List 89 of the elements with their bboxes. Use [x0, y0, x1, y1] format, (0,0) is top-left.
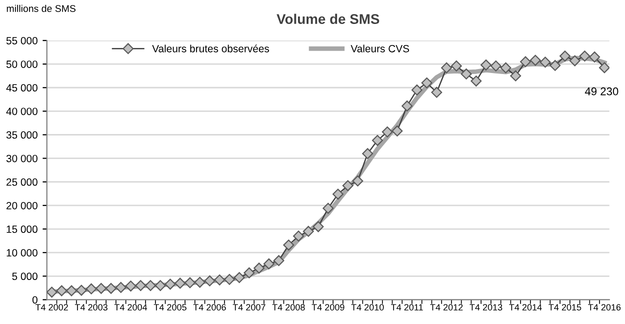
- x-tick-label: T4 2010: [351, 304, 384, 310]
- y-tick-label: 25 000: [6, 178, 38, 186]
- y-tick-label: 15 000: [6, 226, 38, 233]
- x-tick-label: T4 2012: [430, 304, 463, 310]
- point: [96, 282, 107, 294]
- annotation: 49 230: [584, 87, 618, 96]
- y-tick-label: 40 000: [6, 108, 38, 116]
- point: [322, 202, 334, 214]
- x-tick-label: T4 2014: [509, 304, 542, 310]
- point: [86, 283, 97, 294]
- x-tick-label: T4 2007: [232, 304, 266, 310]
- point: [263, 258, 274, 270]
- point: [490, 60, 502, 72]
- point: [204, 275, 216, 286]
- point: [145, 280, 156, 292]
- x-tick-label: T4 2005: [154, 304, 186, 310]
- point: [500, 62, 512, 74]
- point: [342, 180, 354, 192]
- point: [431, 86, 442, 98]
- point: [550, 60, 561, 71]
- point: [480, 60, 492, 70]
- point: [184, 277, 196, 288]
- x-tick-label: T4 2013: [470, 304, 502, 310]
- point: [589, 52, 600, 62]
- point: [115, 282, 126, 293]
- x-tick-label: T4 2004: [114, 304, 148, 310]
- point: [106, 282, 116, 294]
- point: [530, 54, 541, 66]
- legend-label: Valeurs CVS: [350, 44, 410, 52]
- point: [421, 77, 432, 88]
- x-tick-label: T4 2006: [193, 304, 226, 310]
- point: [312, 221, 324, 232]
- point: [174, 278, 186, 289]
- point: [283, 240, 294, 250]
- y-tick-label: 30 000: [6, 154, 38, 162]
- point: [579, 50, 590, 62]
- y-tick-label: 0: [32, 296, 38, 304]
- point: [214, 274, 226, 286]
- x-tick-label: T4 2015: [548, 304, 582, 310]
- y-tick-label: 35 000: [6, 131, 38, 139]
- point: [362, 148, 374, 160]
- x-tick-label: T4 2011: [391, 304, 423, 310]
- point: [411, 84, 422, 96]
- point: [392, 126, 403, 136]
- point: [164, 278, 176, 290]
- legend-label: Valeurs brutes observées: [152, 44, 270, 52]
- point: [56, 285, 68, 296]
- point: [510, 70, 522, 82]
- point: [598, 62, 610, 74]
- y-tick-label: 45 000: [6, 84, 38, 92]
- point: [66, 285, 78, 296]
- point: [382, 126, 393, 138]
- point: [135, 280, 146, 292]
- point: [352, 175, 364, 186]
- point: [372, 134, 383, 146]
- point: [154, 280, 166, 292]
- point: [569, 55, 580, 66]
- y-tick-label: 10 000: [6, 249, 38, 256]
- y-tick-label: 55 000: [6, 37, 38, 44]
- point: [293, 230, 304, 242]
- y-tick-label: 5 000: [12, 272, 38, 280]
- point: [402, 100, 413, 112]
- x-tick-label: T4 2016: [588, 304, 621, 310]
- point: [46, 286, 58, 298]
- y-tick-label: 50 000: [6, 60, 38, 68]
- point: [273, 255, 284, 266]
- x-tick-label: T4 2008: [272, 304, 305, 310]
- chart-title: Volume de SMS: [276, 14, 380, 24]
- point: [244, 267, 255, 278]
- point: [520, 56, 531, 68]
- point: [332, 188, 344, 200]
- point: [450, 60, 462, 72]
- y-tick-label: 20 000: [6, 202, 38, 210]
- point: [224, 274, 235, 285]
- point: [234, 272, 245, 284]
- point: [76, 284, 87, 296]
- point: [560, 50, 570, 62]
- point: [254, 262, 265, 274]
- point: [441, 62, 452, 74]
- y-axis-title: millions de SMS: [6, 4, 76, 12]
- point: [540, 56, 551, 68]
- point: [194, 276, 206, 288]
- point: [470, 76, 482, 86]
- x-tick-label: T4 2003: [74, 304, 108, 310]
- point: [460, 68, 472, 80]
- x-tick-label: T4 2002: [35, 304, 68, 310]
- x-tick-label: T4 2009: [312, 304, 344, 310]
- point: [125, 280, 136, 292]
- point: [302, 226, 314, 237]
